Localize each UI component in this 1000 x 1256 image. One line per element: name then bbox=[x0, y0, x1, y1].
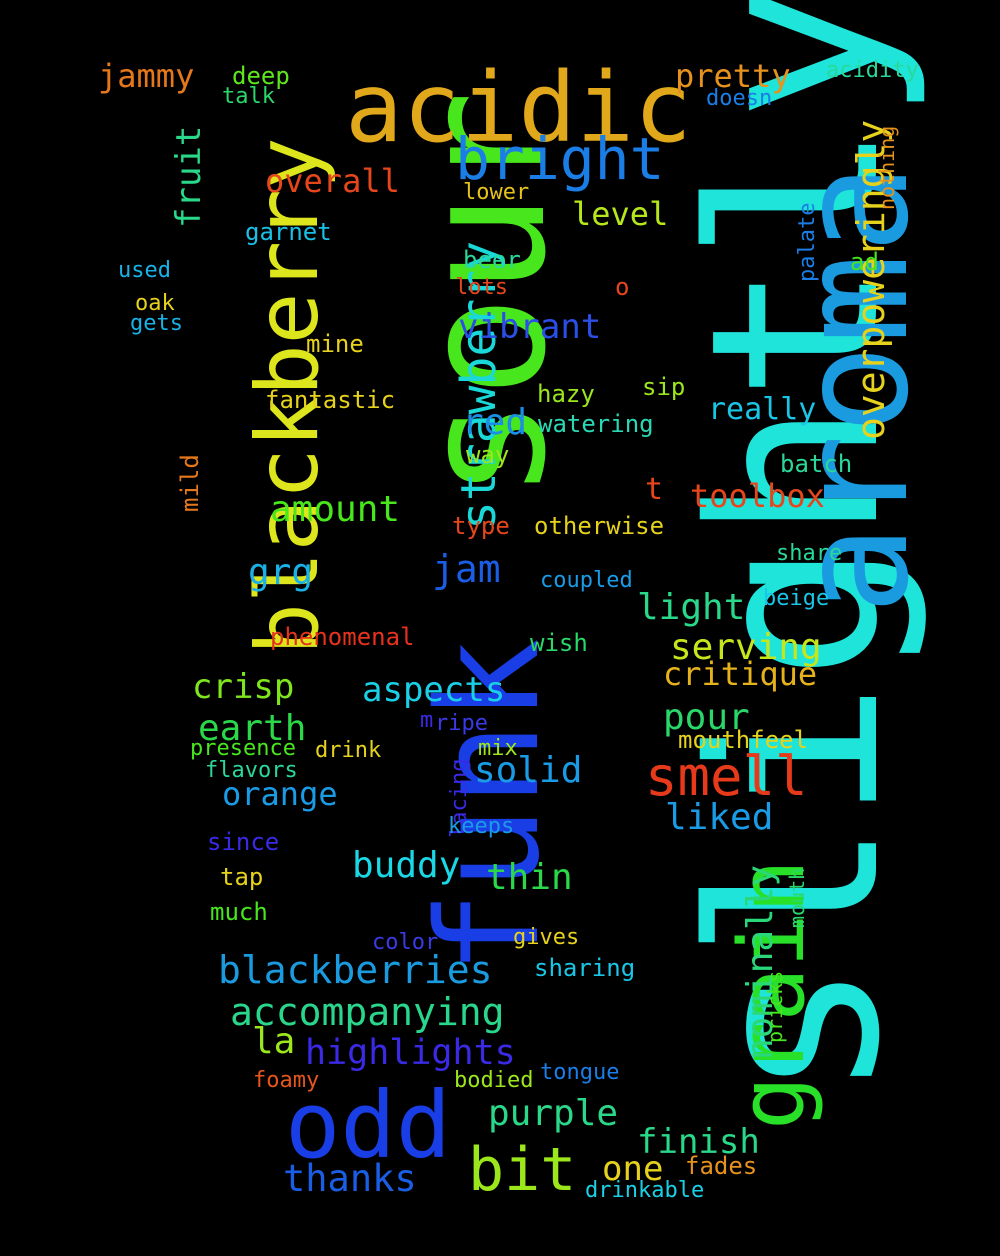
word-serving: serving bbox=[670, 627, 822, 668]
word-mine: mine bbox=[306, 330, 364, 358]
word-acidic: acidic bbox=[345, 52, 692, 164]
word-tap: tap bbox=[220, 863, 264, 891]
word-doesn: doesn bbox=[706, 86, 773, 111]
word-drink: drink bbox=[315, 738, 382, 763]
word-m: m bbox=[420, 708, 434, 733]
word-much: much bbox=[210, 898, 268, 926]
word-ripe: ripe bbox=[435, 711, 488, 736]
word-pour: pour bbox=[663, 697, 750, 738]
word-aspects: aspects bbox=[362, 670, 506, 710]
word-thanks: thanks bbox=[283, 1157, 417, 1200]
word-garnet: garnet bbox=[245, 218, 332, 246]
word-level: level bbox=[572, 195, 669, 233]
word-share: share bbox=[776, 541, 843, 566]
word-overall: overall bbox=[265, 162, 400, 200]
word-coupled: coupled bbox=[540, 568, 633, 593]
word-bit: bit bbox=[468, 1135, 577, 1205]
word-color: color bbox=[372, 930, 439, 955]
word-pricks: pricks bbox=[763, 970, 787, 1043]
word-grg: grg bbox=[248, 552, 314, 593]
word-o: o bbox=[615, 273, 630, 301]
word-amount: amount bbox=[270, 489, 401, 530]
word-wish: wish bbox=[530, 629, 588, 657]
word-used: used bbox=[118, 258, 171, 283]
word-thin: thin bbox=[486, 857, 573, 898]
word-light: light bbox=[637, 587, 746, 628]
word-mouth: mouth bbox=[785, 867, 809, 928]
word-mild: mild bbox=[176, 454, 204, 512]
word-palate: palate bbox=[795, 202, 820, 282]
word-gets: gets bbox=[130, 311, 183, 336]
word-tongue: tongue bbox=[540, 1060, 620, 1085]
word-vibrant: vibrant bbox=[458, 307, 602, 347]
word-flavors: flavors bbox=[205, 758, 298, 783]
word-beige: beige bbox=[763, 586, 830, 611]
word-since: since bbox=[207, 828, 280, 856]
word-la: la bbox=[252, 1021, 296, 1062]
word-lower: lower bbox=[463, 180, 530, 205]
word-foamy: foamy bbox=[253, 1068, 320, 1093]
word-accompanying: accompanying bbox=[230, 990, 505, 1034]
word-buddy: buddy bbox=[352, 845, 461, 886]
word-purple: purple bbox=[488, 1093, 619, 1134]
word-gives: gives bbox=[513, 925, 580, 950]
word-blackberries: blackberries bbox=[218, 948, 493, 992]
word-way: way bbox=[466, 441, 510, 469]
word-mix: mix bbox=[478, 736, 518, 761]
word-oak: oak bbox=[135, 291, 175, 316]
word-earth: earth bbox=[198, 708, 307, 749]
word-fruit: fruit bbox=[169, 125, 209, 228]
word-highlights: highlights bbox=[305, 1033, 516, 1073]
word-lots: lots bbox=[455, 275, 508, 300]
word-acidity: acidity bbox=[826, 58, 919, 83]
word-batch: batch bbox=[780, 450, 853, 478]
word-orange: orange bbox=[222, 775, 338, 813]
word-toolbox: toolbox bbox=[690, 477, 825, 515]
word-crisp: crisp bbox=[192, 667, 295, 707]
word-ad: ad bbox=[850, 248, 879, 276]
word-nothing: nothing bbox=[875, 125, 899, 210]
word-smell: smell bbox=[645, 745, 808, 808]
word-deep: deep bbox=[232, 62, 290, 90]
word-t: t bbox=[645, 472, 664, 507]
word-sip: sip bbox=[642, 373, 686, 401]
word-jammy: jammy bbox=[98, 57, 195, 95]
word-mouthfeel: mouthfeel bbox=[678, 726, 809, 754]
word-pretty: pretty bbox=[675, 57, 791, 95]
word-critique: critique bbox=[663, 655, 818, 693]
word-keeps: keeps bbox=[448, 814, 515, 839]
word-beer: beer bbox=[463, 246, 521, 274]
word-otherwise: otherwise bbox=[534, 512, 665, 540]
word-jam: jam bbox=[432, 547, 501, 591]
word-red: red bbox=[462, 402, 528, 443]
word-finish: finish bbox=[637, 1122, 760, 1162]
word-drinkable: drinkable bbox=[585, 1178, 705, 1203]
word-talk: talk bbox=[222, 84, 275, 109]
word-odd: odd bbox=[285, 1072, 452, 1179]
word-sharing: sharing bbox=[534, 954, 636, 982]
word-bright: bright bbox=[455, 125, 665, 193]
word-solid: solid bbox=[474, 750, 583, 791]
word-phenomenal: phenomenal bbox=[270, 623, 415, 651]
word-fantastic: fantastic bbox=[265, 386, 396, 414]
word-fades: fades bbox=[685, 1152, 758, 1180]
word-watering: watering bbox=[538, 410, 654, 438]
word-presence: presence bbox=[190, 736, 296, 761]
word-liked: liked bbox=[665, 797, 774, 838]
word-hazy: hazy bbox=[537, 380, 595, 408]
word-type: type bbox=[452, 512, 510, 540]
word-one: one bbox=[602, 1149, 664, 1189]
word-bodied: bodied bbox=[454, 1068, 534, 1093]
word-really: really bbox=[708, 392, 817, 427]
